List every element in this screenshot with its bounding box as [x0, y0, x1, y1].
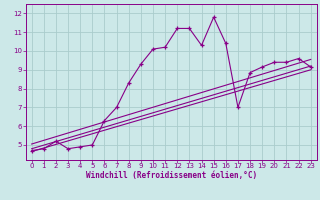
- X-axis label: Windchill (Refroidissement éolien,°C): Windchill (Refroidissement éolien,°C): [86, 171, 257, 180]
